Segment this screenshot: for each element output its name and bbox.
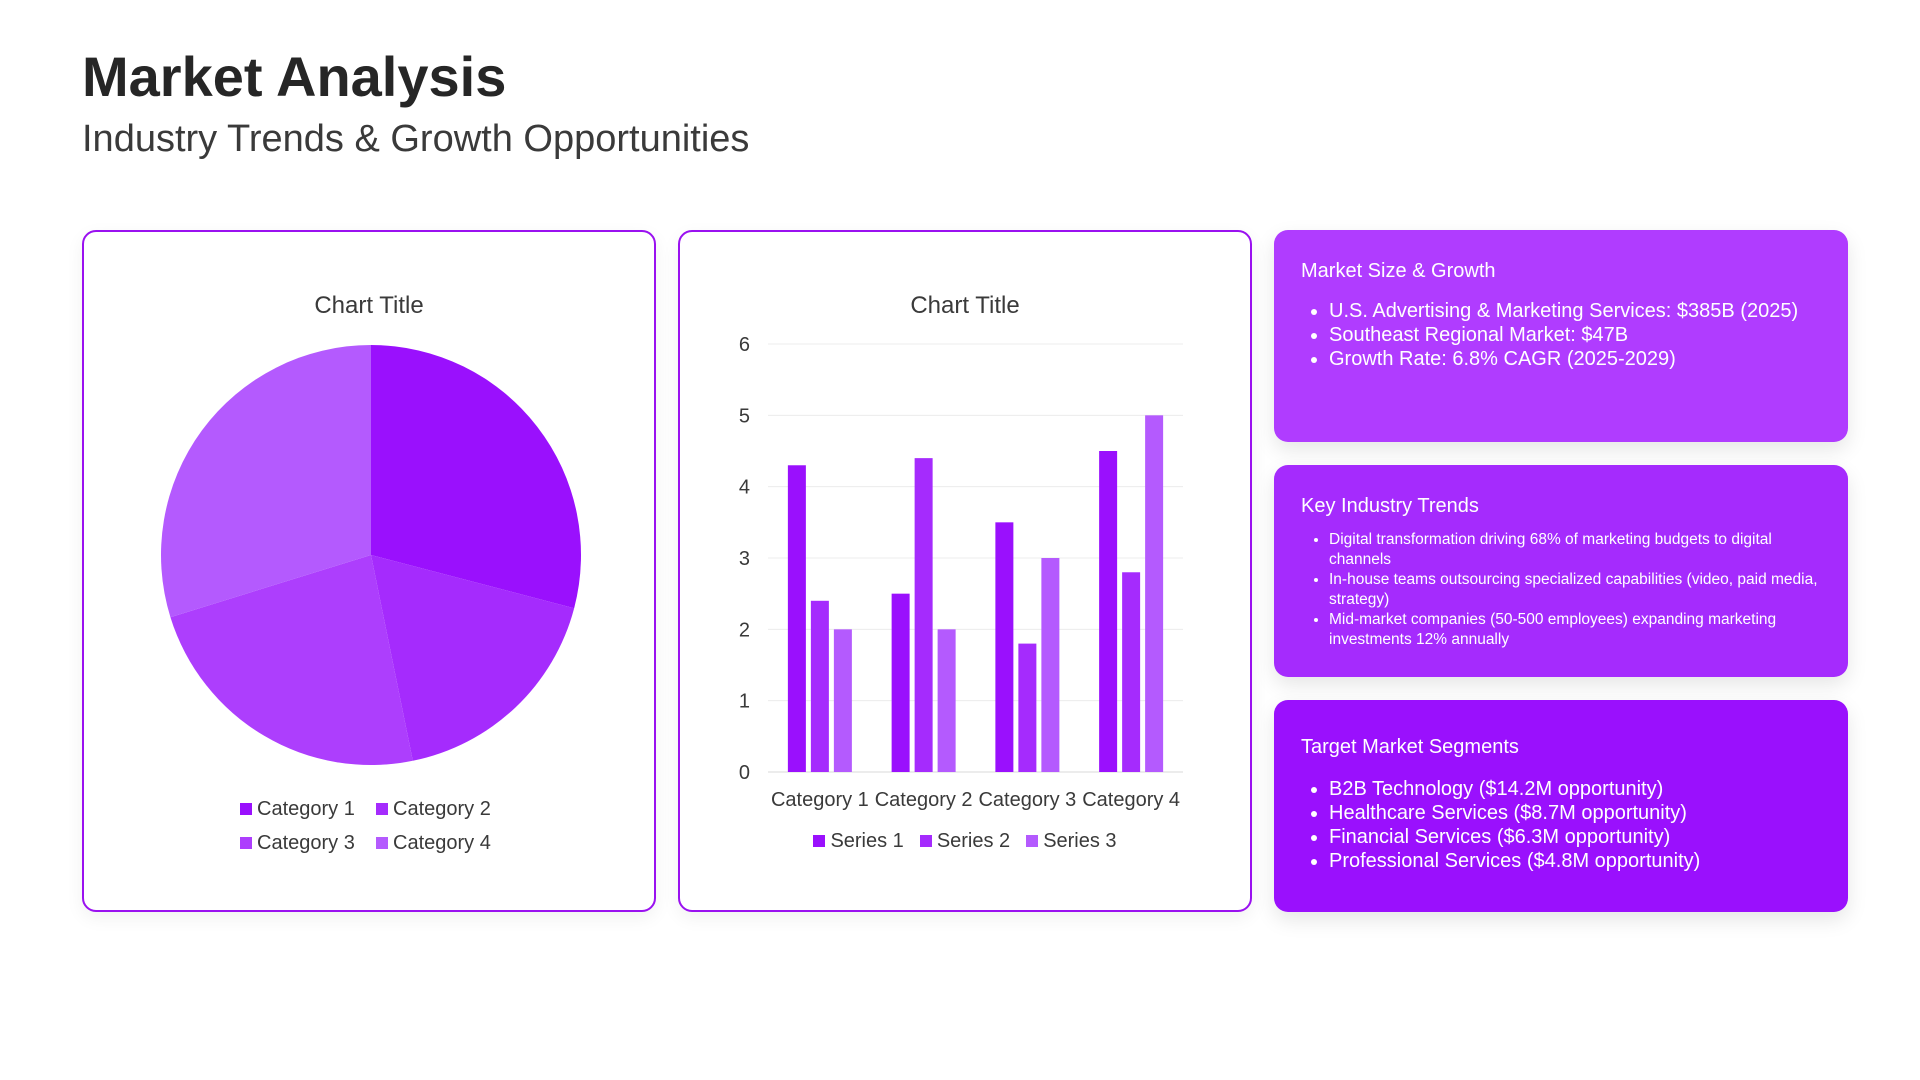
pie-legend-item-3: Category 3 [240,826,366,860]
list-item: Healthcare Services ($8.7M opportunity) [1329,801,1821,825]
pie-slice-category-3 [170,555,413,765]
legend-label: Category 4 [393,831,491,854]
bar-chart: 0 1 2 3 4 5 6 Category 1 Category 2 Category 3 Cat… [739,334,1183,811]
x-tick-label: Category 2 [875,789,973,811]
pie-legend: Category 1 Category 2 Category 3 Categor… [221,792,521,860]
pie-legend-item-1: Category 1 [240,792,366,826]
bar-2-series-3 [937,629,956,772]
list-item: In-house teams outsourcing specialized c… [1329,570,1821,610]
market-size-card: Market Size & Growth U.S. Advertising & … [1274,230,1848,442]
market-size-list: U.S. Advertising & Marketing Services: $… [1301,299,1821,371]
list-item: U.S. Advertising & Marketing Services: $… [1329,299,1821,323]
y-tick-label: 6 [739,334,750,356]
y-tick-label: 5 [739,405,750,427]
y-tick-label: 4 [739,477,750,499]
industry-trends-title: Key Industry Trends [1301,495,1479,517]
target-segments-title: Target Market Segments [1301,736,1519,758]
legend-swatch-category-4 [376,837,388,849]
industry-trends-list: Digital transformation driving 68% of ma… [1301,530,1821,650]
y-tick-label: 0 [739,762,750,784]
page-subtitle: Industry Trends & Growth Opportunities [82,118,750,160]
bar-legend: Series 1 Series 2 Series 3 [680,824,1250,858]
legend-label: Series 1 [830,829,904,852]
target-segments-card: Target Market Segments B2B Technology ($… [1274,700,1848,912]
bar-legend-item-2: Series 2 [919,824,1011,858]
pie-slice-category-4 [160,345,371,618]
bar-3-series-2 [1018,643,1037,772]
bar-2-series-2 [914,458,933,772]
legend-swatch-category-3 [240,837,252,849]
legend-swatch-series-2 [919,835,932,847]
industry-trends-card: Key Industry Trends Digital transformati… [1274,465,1848,677]
y-tick-label: 1 [739,691,750,713]
legend-label: Category 1 [257,797,355,820]
bar-3-series-3 [1041,558,1060,772]
bar-1-series-3 [833,629,852,772]
x-tick-label: Category 1 [771,789,869,811]
bar-4-series-3 [1145,415,1164,772]
list-item: Professional Services ($4.8M opportunity… [1329,849,1821,873]
list-item: Financial Services ($6.3M opportunity) [1329,825,1821,849]
pie-chart-card[interactable]: Chart Title Category 1 Category 2 Catego… [82,230,656,912]
list-item: Southeast Regional Market: $47B [1329,323,1821,347]
pie-chart [160,345,581,765]
pie-slice-category-2 [371,555,575,761]
target-segments-list: B2B Technology ($14.2M opportunity) Heal… [1301,777,1821,873]
list-item: Digital transformation driving 68% of ma… [1329,530,1821,570]
bar-4-series-1 [1099,451,1118,772]
list-item: B2B Technology ($14.2M opportunity) [1329,777,1821,801]
legend-swatch-category-1 [240,803,252,815]
legend-swatch-series-1 [813,835,826,847]
bar-4-series-2 [1122,572,1141,772]
page-title: Market Analysis [82,45,507,108]
list-item: Mid-market companies (50-500 employees) … [1329,610,1821,650]
legend-label: Category 2 [393,797,491,820]
list-item: Growth Rate: 6.8% CAGR (2025-2029) [1329,347,1821,371]
bar-2-series-1 [891,593,910,772]
x-tick-label: Category 3 [978,789,1076,811]
bar-legend-item-1: Series 1 [813,824,904,858]
y-tick-label: 2 [739,619,750,641]
pie-legend-item-2: Category 2 [376,792,502,826]
pie-chart-title: Chart Title [314,292,424,319]
bar-3-series-1 [995,522,1014,772]
market-size-title: Market Size & Growth [1301,260,1496,282]
y-tick-label: 3 [739,548,750,570]
pie-legend-item-4: Category 4 [376,826,502,860]
bar-1-series-2 [810,600,829,772]
bar-1-series-1 [787,465,806,772]
bar-chart-title: Chart Title [910,292,1020,319]
pie-slice-category-1 [371,345,581,609]
legend-label: Category 3 [257,831,355,854]
bar-legend-item-3: Series 3 [1026,824,1117,858]
legend-swatch-category-2 [376,803,388,815]
legend-label: Series 2 [936,829,1011,852]
legend-swatch-series-3 [1026,835,1039,847]
x-tick-label: Category 4 [1082,789,1180,811]
legend-label: Series 3 [1043,829,1117,852]
